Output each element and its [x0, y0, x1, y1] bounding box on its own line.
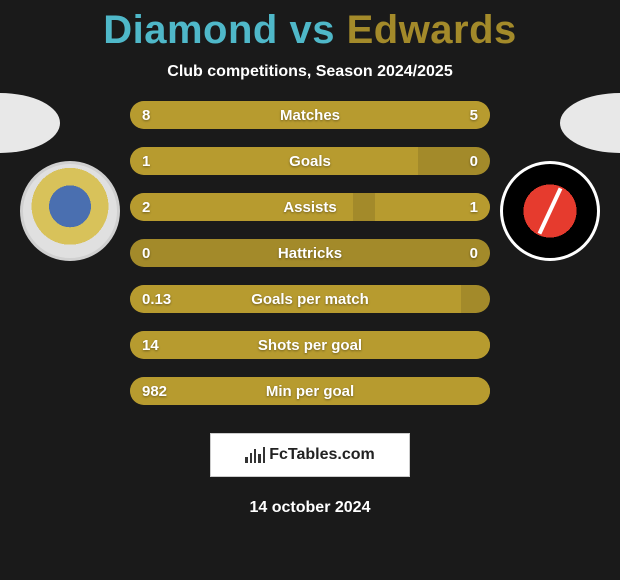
stat-bar: 00Hattricks [130, 239, 490, 267]
comparison-arena: 85Matches 10Goals 21Assists 00Hattricks 0.13… [0, 101, 620, 405]
right-pedestal [560, 93, 620, 153]
stat-bar: 982Min per goal [130, 377, 490, 405]
stat-bar: 0.13Goals per match [130, 285, 490, 313]
right-club-crest [500, 161, 600, 261]
subtitle: Club competitions, Season 2024/2025 [0, 63, 620, 81]
bar-label: Hattricks [130, 245, 490, 262]
comparison-date: 14 october 2024 [0, 499, 620, 517]
stat-bar: 85Matches [130, 101, 490, 129]
vs-text: vs [289, 8, 335, 52]
sword-icon [538, 187, 563, 234]
stat-bars: 85Matches 10Goals 21Assists 00Hattricks 0.13… [130, 101, 490, 405]
left-pedestal [0, 93, 60, 153]
bar-label: Goals [130, 153, 490, 170]
left-club-crest [20, 161, 120, 261]
player2-name: Edwards [347, 8, 517, 52]
stat-bar: 21Assists [130, 193, 490, 221]
bar-label: Matches [130, 107, 490, 124]
bar-label: Min per goal [130, 383, 490, 400]
chart-icon [245, 447, 265, 463]
bar-label: Goals per match [130, 291, 490, 308]
stat-bar: 14Shots per goal [130, 331, 490, 359]
stat-bar: 10Goals [130, 147, 490, 175]
bar-label: Shots per goal [130, 337, 490, 354]
player1-name: Diamond [103, 8, 278, 52]
comparison-title: Diamond vs Edwards [0, 0, 620, 53]
source-logo[interactable]: FcTables.com [210, 433, 410, 477]
logo-text: FcTables.com [269, 446, 375, 464]
bar-label: Assists [130, 199, 490, 216]
